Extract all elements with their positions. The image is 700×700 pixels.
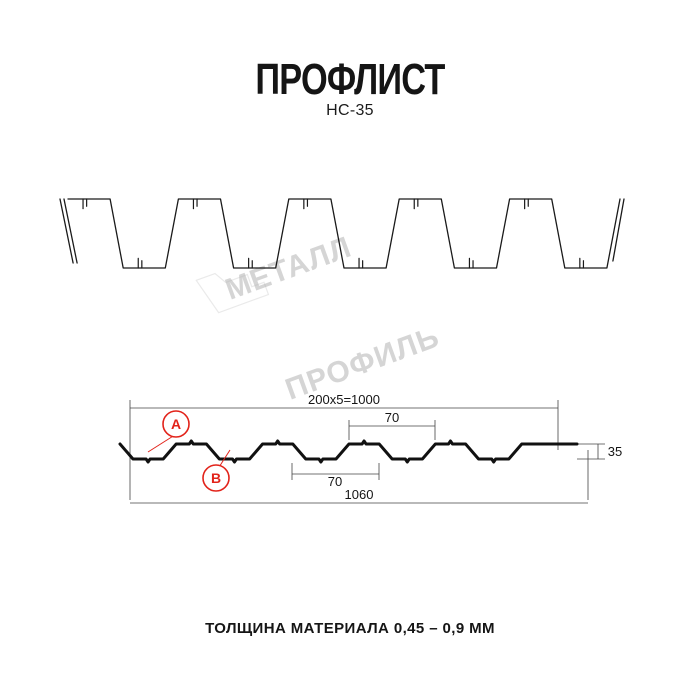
svg-text:70: 70 <box>385 410 399 425</box>
svg-text:35: 35 <box>608 444 622 459</box>
svg-text:70: 70 <box>328 474 342 489</box>
svg-text:1060: 1060 <box>345 487 374 502</box>
svg-text:B: B <box>211 470 221 486</box>
svg-text:200x5=1000: 200x5=1000 <box>308 392 380 407</box>
svg-text:A: A <box>171 416 181 432</box>
